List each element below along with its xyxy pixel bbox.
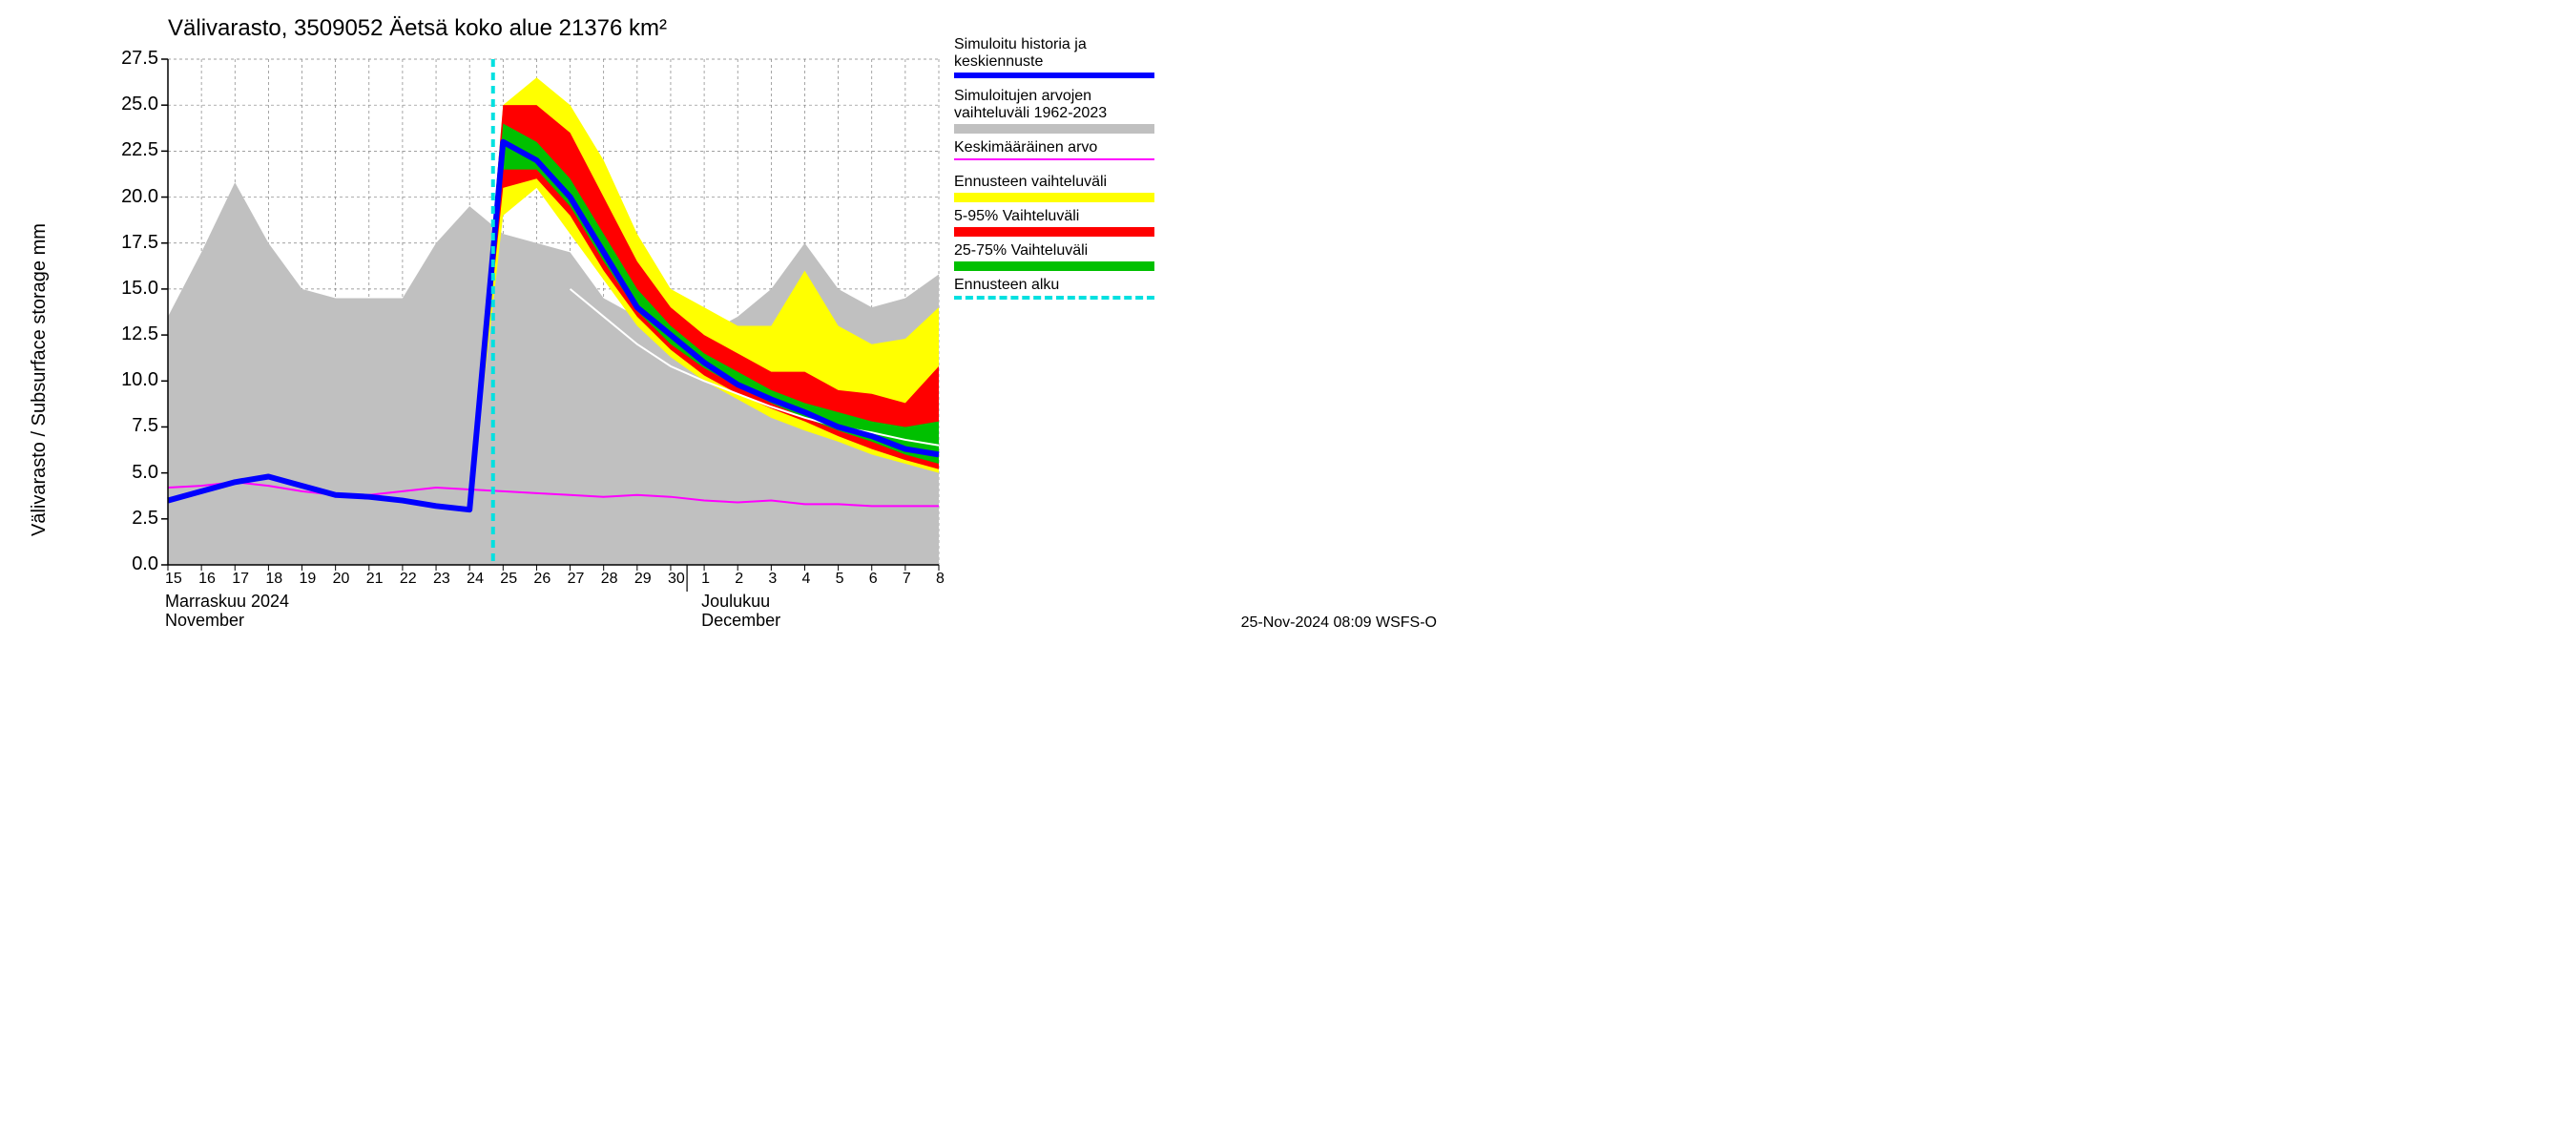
legend-label: Simuloitujen arvojen vaihteluväli 1962-2…: [954, 88, 1164, 122]
y-tick-label: 20.0: [111, 186, 158, 208]
x-month-label-en: November: [165, 611, 244, 631]
x-tick-label: 6: [869, 571, 878, 588]
x-month-label-en: December: [701, 611, 780, 631]
legend-label: Keskimääräinen arvo: [954, 139, 1164, 156]
legend-swatch: [954, 124, 1154, 134]
chart-plot-area: [0, 0, 1465, 651]
legend-swatch: [954, 193, 1154, 202]
x-tick-label: 2: [735, 571, 743, 588]
legend-label: 25-75% Vaihteluväli: [954, 242, 1164, 260]
x-tick-label: 29: [634, 571, 652, 588]
x-tick-label: 17: [232, 571, 249, 588]
x-tick-label: 4: [801, 571, 810, 588]
x-tick-label: 22: [400, 571, 417, 588]
x-tick-label: 23: [433, 571, 450, 588]
x-month-label: Marraskuu 2024: [165, 592, 289, 612]
y-tick-label: 22.5: [111, 139, 158, 161]
y-tick-label: 10.0: [111, 369, 158, 391]
legend-swatch: [954, 227, 1154, 237]
y-tick-label: 0.0: [111, 553, 158, 575]
y-tick-label: 27.5: [111, 48, 158, 70]
legend-label: 5-95% Vaihteluväli: [954, 208, 1164, 225]
x-tick-label: 26: [533, 571, 551, 588]
x-tick-label: 3: [768, 571, 777, 588]
legend-swatch: [954, 261, 1154, 271]
x-tick-label: 18: [265, 571, 282, 588]
y-tick-label: 2.5: [111, 508, 158, 530]
chart-title: Välivarasto, 3509052 Äetsä koko alue 213…: [168, 15, 667, 42]
x-tick-label: 8: [936, 571, 945, 588]
x-tick-label: 24: [467, 571, 484, 588]
y-tick-label: 5.0: [111, 462, 158, 484]
chart-footer: 25-Nov-2024 08:09 WSFS-O: [1241, 614, 1437, 632]
x-tick-label: 20: [333, 571, 350, 588]
y-tick-label: 17.5: [111, 232, 158, 254]
x-month-label: Joulukuu: [701, 592, 770, 612]
legend-swatch: [954, 296, 1154, 300]
y-axis-label: Välivarasto / Subsurface storage mm: [29, 223, 51, 536]
x-tick-label: 27: [568, 571, 585, 588]
x-tick-label: 28: [601, 571, 618, 588]
x-tick-label: 19: [300, 571, 317, 588]
y-tick-label: 12.5: [111, 323, 158, 345]
x-tick-label: 21: [366, 571, 384, 588]
x-tick-label: 15: [165, 571, 182, 588]
legend-swatch: [954, 158, 1154, 160]
legend-swatch: [954, 73, 1154, 78]
x-tick-label: 16: [198, 571, 216, 588]
x-tick-label: 1: [701, 571, 710, 588]
legend-label: Ennusteen alku: [954, 277, 1164, 294]
y-tick-label: 15.0: [111, 278, 158, 300]
y-tick-label: 7.5: [111, 415, 158, 437]
x-tick-label: 5: [836, 571, 844, 588]
x-tick-label: 30: [668, 571, 685, 588]
legend-label: Ennusteen vaihteluväli: [954, 174, 1164, 191]
y-tick-label: 25.0: [111, 94, 158, 115]
x-tick-label: 25: [500, 571, 517, 588]
x-tick-label: 7: [903, 571, 911, 588]
legend-label: Simuloitu historia ja keskiennuste: [954, 36, 1164, 71]
